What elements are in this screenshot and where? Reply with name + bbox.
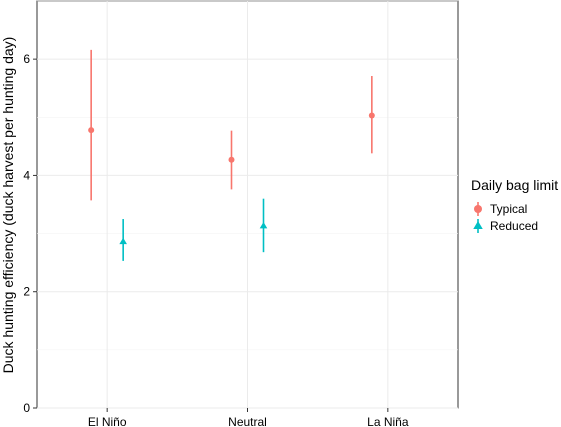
legend-key-marker (473, 221, 483, 229)
x-tick-label: La Niña (367, 415, 409, 427)
legend-label: Reduced (490, 219, 538, 233)
y-tick-label: 6 (23, 52, 30, 66)
data-point (368, 112, 375, 119)
data-point (88, 127, 95, 134)
y-tick-label: 2 (23, 285, 30, 299)
y-tick-label: 4 (23, 168, 30, 182)
legend-title: Daily bag limit (471, 177, 558, 193)
y-axis-title: Duck hunting efficiency (duck harvest pe… (0, 37, 16, 374)
data-point (259, 222, 268, 229)
data-layer (88, 49, 375, 261)
legend-key-marker (474, 205, 482, 213)
data-point (228, 156, 235, 163)
y-tick-label: 0 (23, 401, 30, 415)
axis-layer: 0 2 4 6 El Niño Neutral La Niña (23, 52, 409, 427)
x-tick-label: El Niño (88, 415, 127, 427)
legend-label: Typical (490, 202, 527, 216)
data-point (119, 237, 127, 245)
legend: Daily bag limit Typical Reduced (471, 177, 558, 233)
x-tick-label: Neutral (228, 415, 267, 427)
